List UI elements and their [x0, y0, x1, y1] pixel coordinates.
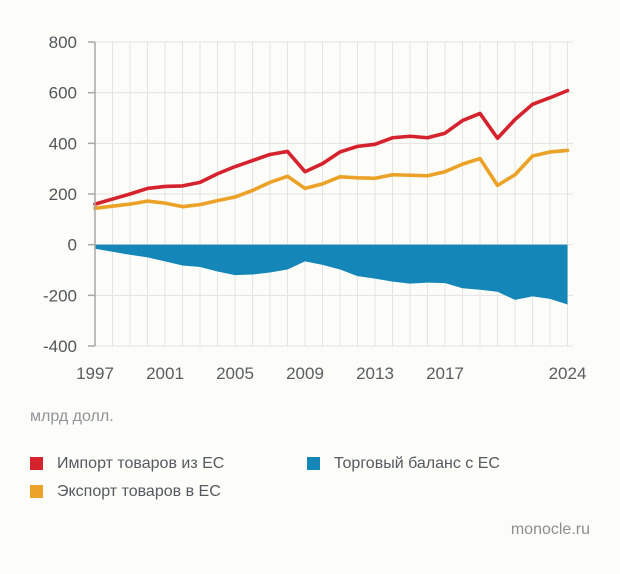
x-tick-label: 2005 — [216, 364, 254, 383]
legend-column-right: Торговый баланс с ЕС — [307, 455, 500, 483]
x-tick-label: 2013 — [356, 364, 394, 383]
legend-swatch-balance-icon — [307, 457, 320, 470]
legend-label-exports: Экспорт товаров в ЕС — [57, 482, 221, 500]
legend-item-balance: Торговый баланс с ЕС — [307, 455, 500, 472]
trade-chart: 800 600 400 200 0 -200 -400 1997 2001 2005 2009 201… — [43, 33, 587, 383]
x-tick-label: 2017 — [426, 364, 464, 383]
balance-area — [95, 244, 568, 305]
unit-label: млрд долл. — [30, 408, 114, 425]
y-tick-label: 200 — [49, 185, 77, 204]
y-tick-label: 400 — [49, 134, 77, 153]
x-tick-label: 1997 — [76, 364, 114, 383]
legend-label-balance: Торговый баланс с ЕС — [334, 454, 500, 472]
legend-item-imports: Импорт товаров из ЕС — [30, 455, 224, 472]
legend-swatch-imports-icon — [30, 457, 43, 470]
y-tick-label: 0 — [68, 236, 77, 255]
exports-line — [93, 148, 570, 210]
x-tick-label: 2009 — [286, 364, 324, 383]
source-link[interactable]: monocle.ru — [510, 521, 590, 538]
y-tick-label: 800 — [49, 33, 77, 52]
legend-column-left: Импорт товаров из ЕС Экспорт товаров в Е… — [30, 455, 224, 511]
y-tick-label: -200 — [43, 286, 77, 305]
legend-label-imports: Импорт товаров из ЕС — [57, 454, 225, 472]
legend-swatch-exports-icon — [30, 485, 43, 498]
legend-item-exports: Экспорт товаров в ЕС — [30, 483, 224, 500]
imports-line — [93, 88, 570, 206]
x-tick-label: 2024 — [549, 364, 587, 383]
y-tick-label: 600 — [49, 84, 77, 103]
x-tick-label: 2001 — [146, 364, 184, 383]
y-tick-label: -400 — [43, 337, 77, 356]
